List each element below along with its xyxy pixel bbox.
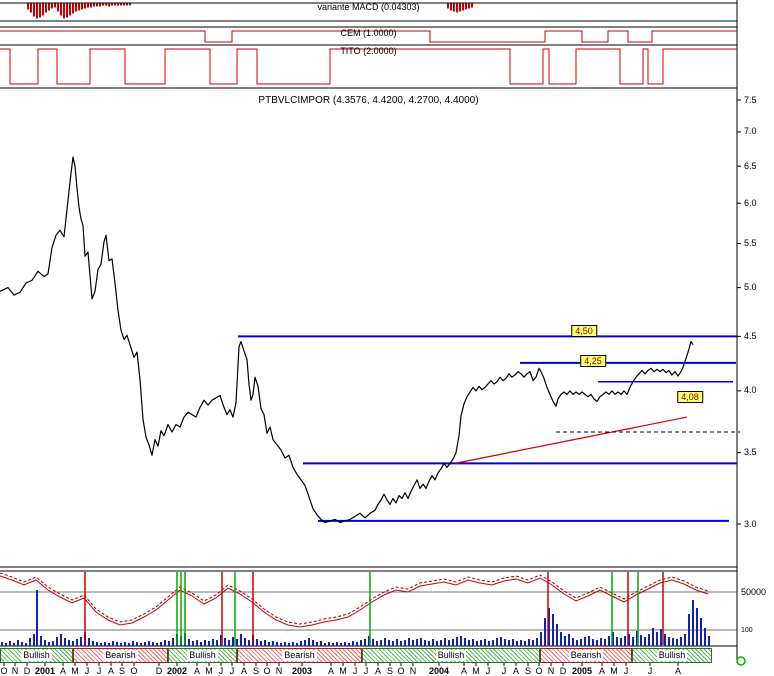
y-axis-tick-label: 6.5 <box>744 160 757 171</box>
x-axis-label: 2002 <box>166 666 188 676</box>
x-axis-label: A <box>460 666 468 676</box>
cem-panel-title: CEM (1.0000) <box>340 28 397 38</box>
trend-band-label: Bullish <box>435 650 467 661</box>
x-axis-label: A <box>240 666 248 676</box>
x-axis-label: J <box>363 666 369 676</box>
x-axis-label: 2003 <box>291 666 313 676</box>
x-axis-label: M <box>610 666 618 676</box>
trend-band-label: Bearish <box>282 650 317 661</box>
trend-band-bullish: Bullish <box>632 648 712 663</box>
x-axis-label: N <box>409 666 417 676</box>
x-axis-label: O <box>397 666 405 676</box>
x-axis-label: O <box>130 666 138 676</box>
y-axis-tick-label: 7.0 <box>744 126 757 137</box>
y-axis-tick-label: 3.5 <box>744 447 757 458</box>
x-axis-label: S <box>252 666 260 676</box>
y-axis-tick-label: 5.5 <box>744 238 757 249</box>
price-flag: 4,25 <box>580 355 606 367</box>
trend-band-bullish: Bullish <box>168 648 237 663</box>
y-axis-tick-label: 4.5 <box>744 330 757 341</box>
price-panel-title: PTBVLCIMPOR (4.3576, 4.4200, 4.2700, 4.4… <box>258 95 479 106</box>
trend-band-label: Bullish <box>21 650 52 661</box>
y-axis-tick-label: 5.0 <box>744 282 757 293</box>
y-axis-tick-label: 7.5 <box>744 94 757 105</box>
x-axis-label: 2004 <box>428 666 450 676</box>
x-axis-label: J <box>501 666 507 676</box>
price-flag: 4,08 <box>677 391 703 403</box>
x-axis-label: A <box>107 666 115 676</box>
trend-band-bearish: Bearish <box>237 648 362 663</box>
x-axis-label: A <box>674 666 682 676</box>
price-flag: 4,50 <box>571 325 597 337</box>
x-axis-label: O <box>263 666 271 676</box>
trend-band-label: Bearish <box>103 650 138 661</box>
trend-band-label: Bullish <box>656 650 688 661</box>
x-axis-label: M <box>339 666 347 676</box>
y-axis-tick-label: 6.0 <box>744 197 757 208</box>
x-axis-label: 2001 <box>34 666 56 676</box>
x-axis-label: A <box>512 666 520 676</box>
x-axis-label: A <box>598 666 606 676</box>
x-axis-label: M <box>71 666 79 676</box>
x-axis-label: J <box>352 666 358 676</box>
volume-axis-label: 100 <box>741 627 753 634</box>
x-axis-label: J <box>647 666 653 676</box>
x-axis-label: M <box>472 666 480 676</box>
x-axis-label: J <box>485 666 491 676</box>
trend-band-label: Bullish <box>187 650 218 661</box>
x-axis-label: 2005 <box>571 666 593 676</box>
x-axis-label: S <box>118 666 126 676</box>
y-axis-tick-label: 3.0 <box>744 518 757 529</box>
volume-axis-label: 50000 <box>741 587 767 597</box>
x-axis-label: N <box>275 666 283 676</box>
x-axis-label: N <box>11 666 19 676</box>
x-axis-label: S <box>386 666 394 676</box>
x-axis-label: D <box>155 666 163 676</box>
trend-band-bullish: Bullish <box>0 648 73 663</box>
x-axis-label: O <box>0 666 8 676</box>
x-axis-label: A <box>59 666 67 676</box>
trend-band-bullish: Bullish <box>362 648 540 663</box>
x-axis-label: A <box>193 666 201 676</box>
x-axis-label: A <box>374 666 382 676</box>
x-axis-label: D <box>559 666 567 676</box>
x-axis-label: J <box>229 666 235 676</box>
x-axis-label: A <box>327 666 335 676</box>
x-axis-label: J <box>623 666 629 676</box>
trend-band-label: Bearish <box>568 650 604 661</box>
x-axis-label: M <box>205 666 213 676</box>
x-axis-label: S <box>524 666 532 676</box>
x-axis-label: O <box>535 666 543 676</box>
tito-panel-title: TITO (2.0000) <box>340 46 397 56</box>
macd-panel-title: variante MACD (0.04303) <box>317 2 420 12</box>
y-axis-tick-label: 4.0 <box>744 385 757 396</box>
x-axis-label: N <box>547 666 555 676</box>
x-axis-label: D <box>23 666 31 676</box>
x-axis-label: J <box>218 666 224 676</box>
x-axis-label: J <box>84 666 90 676</box>
trend-band-bearish: Bearish <box>73 648 168 663</box>
x-axis-label: J <box>96 666 102 676</box>
trend-band-bearish: Bearish <box>540 648 632 663</box>
